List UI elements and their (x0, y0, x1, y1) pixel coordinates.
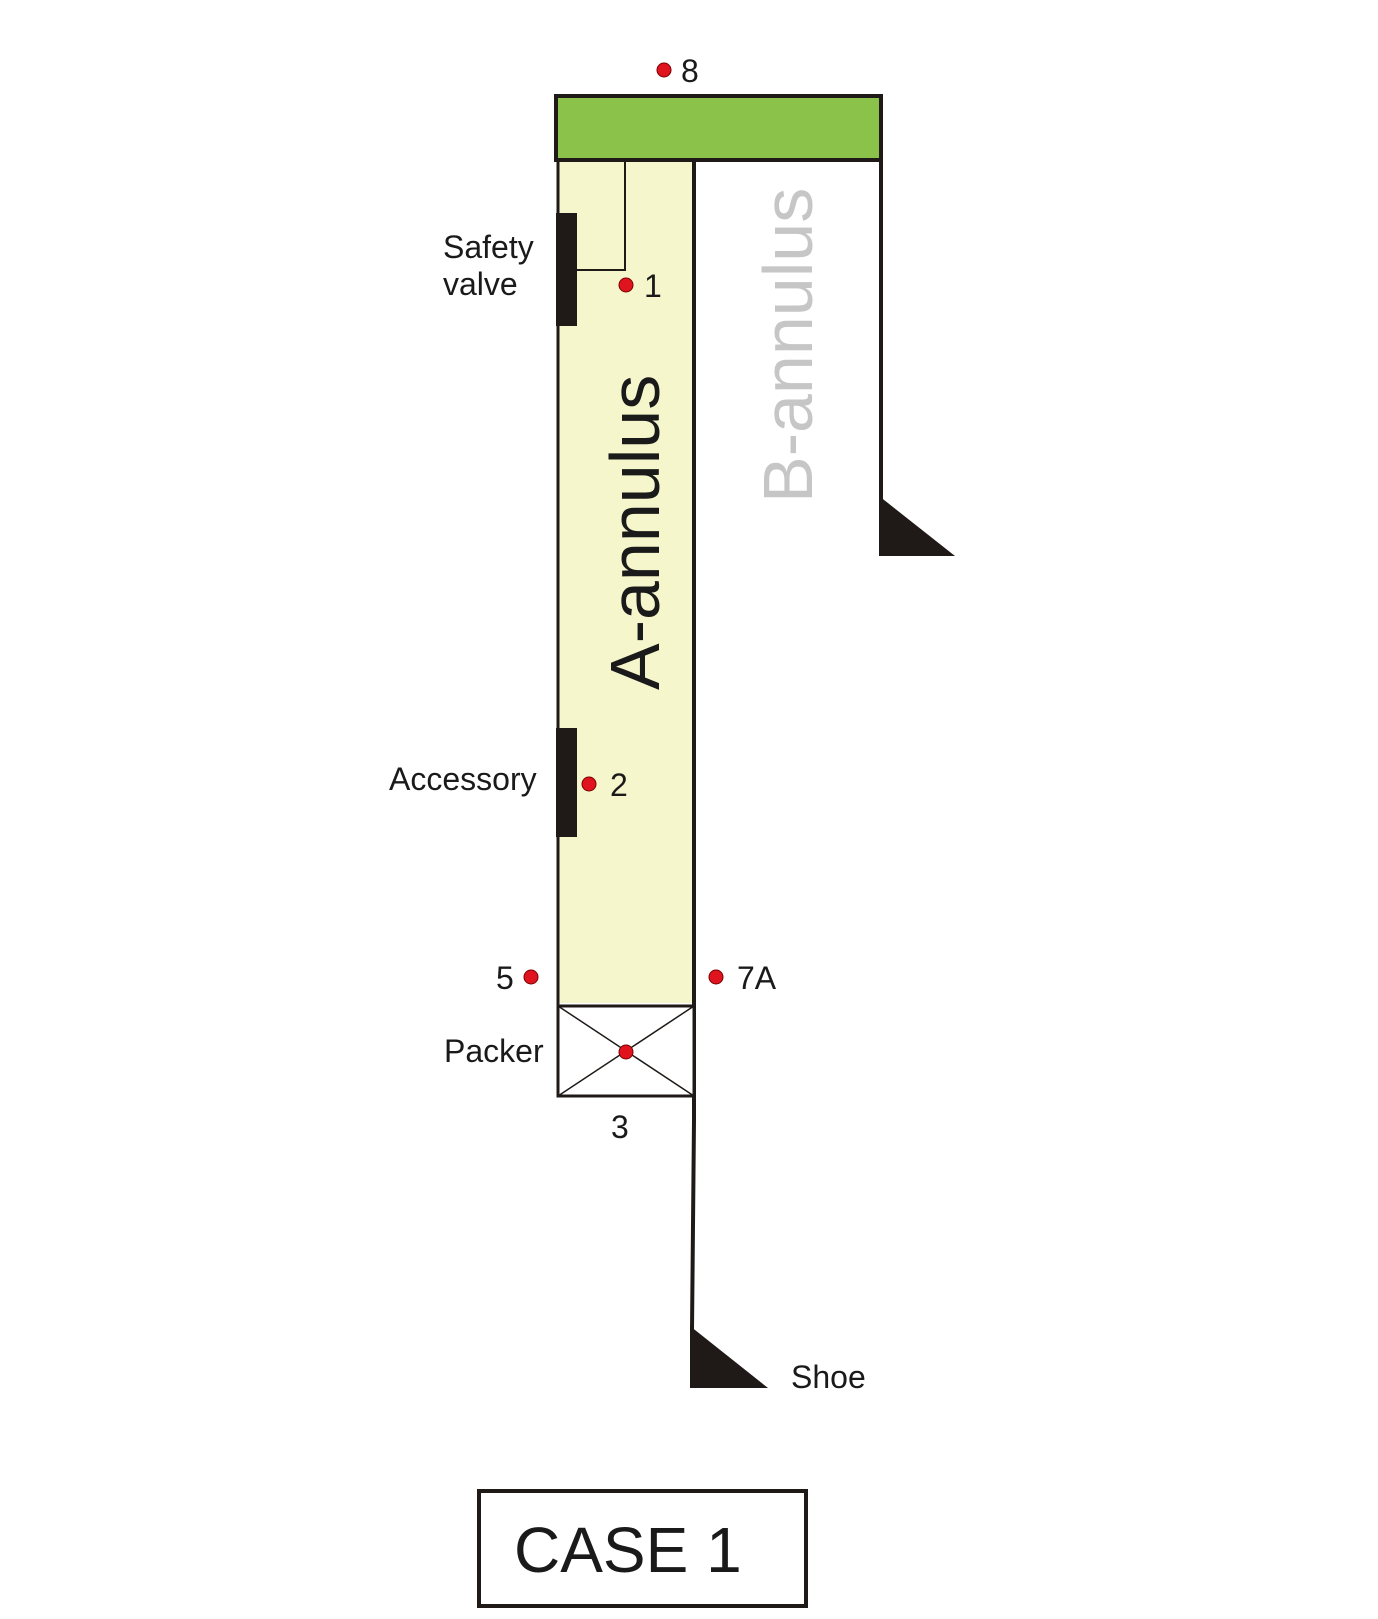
point-2-label: 2 (610, 767, 628, 803)
case-box (477, 1489, 808, 1608)
production-casing-shoe (690, 1326, 768, 1388)
a-annulus-label: A-annulus (596, 375, 674, 690)
point-1-marker (618, 277, 634, 293)
b-annulus-label: B-annulus (749, 188, 827, 503)
shoe-label: Shoe (791, 1359, 866, 1395)
point-2-marker (581, 776, 597, 792)
point-packer-marker (618, 1044, 634, 1060)
accessory-block (556, 728, 577, 837)
safety-valve-control-line (570, 160, 626, 271)
a-annulus-region (558, 160, 694, 1003)
point-1-label: 1 (644, 268, 662, 304)
point-8-marker (656, 62, 672, 78)
safety-valve-label-line2: valve (443, 266, 518, 302)
point-7a-label: 7A (737, 960, 777, 996)
point-5-label: 5 (496, 960, 514, 996)
point-8-label: 8 (681, 53, 699, 89)
production-casing-lower (690, 1119, 696, 1331)
case-label: CASE 1 (514, 1514, 742, 1586)
packer-label: Packer (444, 1033, 544, 1069)
point-5-marker (523, 969, 539, 985)
wellhead-block (554, 94, 883, 162)
safety-valve-block (556, 213, 577, 326)
safety-valve-label-line1: Safety (443, 229, 534, 265)
point-3-label: 3 (611, 1109, 629, 1145)
point-7a-marker (708, 969, 724, 985)
intermediate-casing-shoe (879, 496, 955, 556)
accessory-label: Accessory (389, 761, 537, 797)
